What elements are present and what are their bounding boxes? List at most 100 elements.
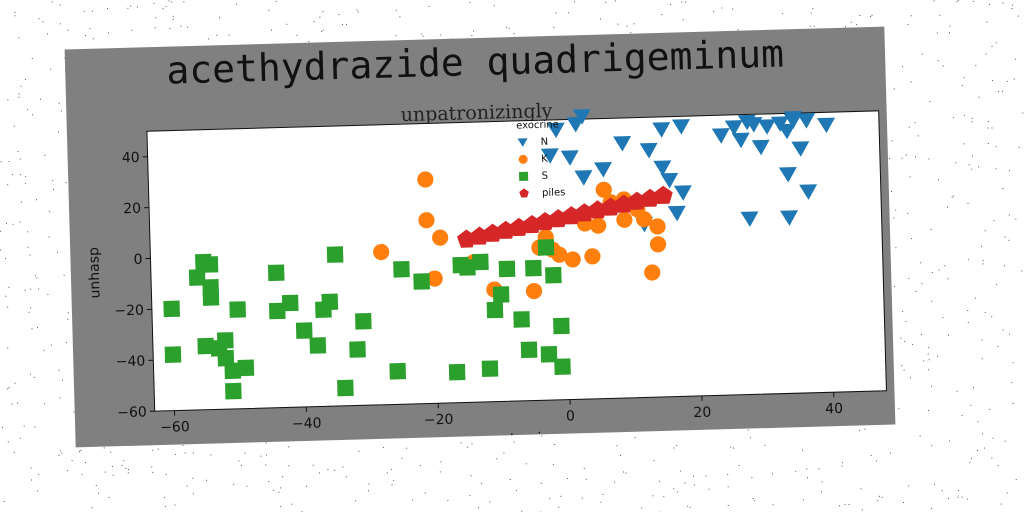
x-tick-label: −40: [292, 415, 322, 432]
point-S: [267, 264, 285, 282]
point-S: [513, 311, 530, 328]
point-N: [740, 211, 759, 227]
legend-marker-piles: [519, 188, 529, 198]
point-S: [217, 349, 235, 367]
point-K: [595, 181, 612, 198]
x-tick-label: −20: [424, 412, 454, 429]
point-S: [553, 317, 570, 335]
legend-label-N: N: [541, 137, 549, 148]
y-tick-label: −60: [117, 404, 147, 421]
point-S: [164, 346, 182, 363]
point-S: [459, 259, 476, 276]
y-tick-label: 0: [133, 252, 142, 268]
y-tick-label: −20: [114, 303, 144, 320]
point-S: [448, 363, 466, 381]
point-S: [295, 322, 313, 339]
point-S: [197, 337, 215, 355]
point-S: [520, 341, 538, 359]
point-S: [540, 345, 558, 363]
point-S: [202, 289, 220, 306]
legend-label-K: K: [541, 154, 548, 165]
point-S: [237, 359, 255, 377]
point-N: [572, 109, 591, 125]
point-N: [639, 142, 658, 159]
point-K: [432, 229, 449, 246]
y-tick-label: 40: [122, 150, 140, 166]
point-S: [268, 302, 286, 320]
legend-marker-S: [518, 171, 529, 182]
point-N: [731, 132, 750, 149]
point-S: [229, 301, 246, 318]
point-S: [309, 337, 327, 354]
point-S: [389, 362, 407, 380]
point-N: [667, 205, 686, 222]
point-S: [225, 382, 242, 400]
point-N: [777, 123, 796, 140]
point-N: [751, 139, 770, 156]
point-N: [546, 122, 565, 139]
point-piles: [653, 185, 673, 205]
point-K: [590, 217, 607, 234]
point-N: [673, 185, 692, 201]
point-K: [649, 236, 667, 253]
point-S: [201, 256, 219, 273]
series-piles: [456, 185, 673, 248]
y-axis-label: unhasp: [86, 247, 103, 299]
point-S: [472, 253, 489, 271]
point-N: [817, 117, 836, 134]
point-K: [551, 246, 568, 263]
series-S: [163, 239, 571, 400]
point-K: [525, 282, 543, 300]
point-N: [653, 160, 672, 176]
point-S: [537, 239, 555, 256]
point-N: [574, 170, 593, 186]
point-N: [778, 167, 797, 183]
legend-label-S: S: [541, 171, 548, 182]
point-N: [613, 135, 632, 152]
plot-area: [146, 110, 887, 412]
point-S: [545, 266, 562, 284]
x-tick-label: 0: [566, 408, 575, 424]
y-tick-label: −40: [116, 353, 146, 370]
point-N: [560, 150, 579, 166]
point-N: [757, 119, 776, 135]
point-N: [711, 128, 730, 144]
legend-marker-K: [518, 154, 528, 164]
point-S: [224, 362, 242, 380]
point-S: [217, 332, 234, 349]
point-K: [636, 211, 653, 228]
point-K: [418, 212, 435, 229]
point-K: [616, 211, 633, 228]
series-N: [540, 109, 836, 233]
point-S: [486, 301, 504, 319]
point-S: [525, 259, 542, 277]
point-N: [783, 113, 802, 129]
point-N: [660, 172, 679, 189]
point-K: [426, 270, 443, 287]
chart-figure: acethydrazide quadrigeminum unpatronizin…: [64, 26, 896, 448]
y-tick-label: 20: [123, 201, 141, 217]
point-N: [744, 117, 763, 133]
point-S: [321, 293, 339, 311]
point-S: [349, 341, 366, 358]
point-S: [393, 260, 410, 278]
x-tick-label: 40: [825, 401, 843, 417]
x-tick-label: 20: [693, 405, 711, 421]
point-S: [355, 312, 372, 330]
legend-title: exocrine: [516, 119, 559, 131]
point-K: [644, 264, 661, 281]
point-K: [584, 248, 601, 265]
point-S: [326, 246, 344, 263]
point-S: [481, 360, 499, 378]
x-tick-label: −60: [160, 419, 190, 436]
point-K: [649, 218, 666, 235]
point-S: [188, 269, 206, 286]
point-S: [554, 358, 571, 375]
point-N: [724, 120, 743, 136]
point-N: [770, 116, 789, 132]
point-S: [498, 260, 516, 278]
point-N: [652, 122, 671, 138]
point-S: [281, 294, 299, 312]
